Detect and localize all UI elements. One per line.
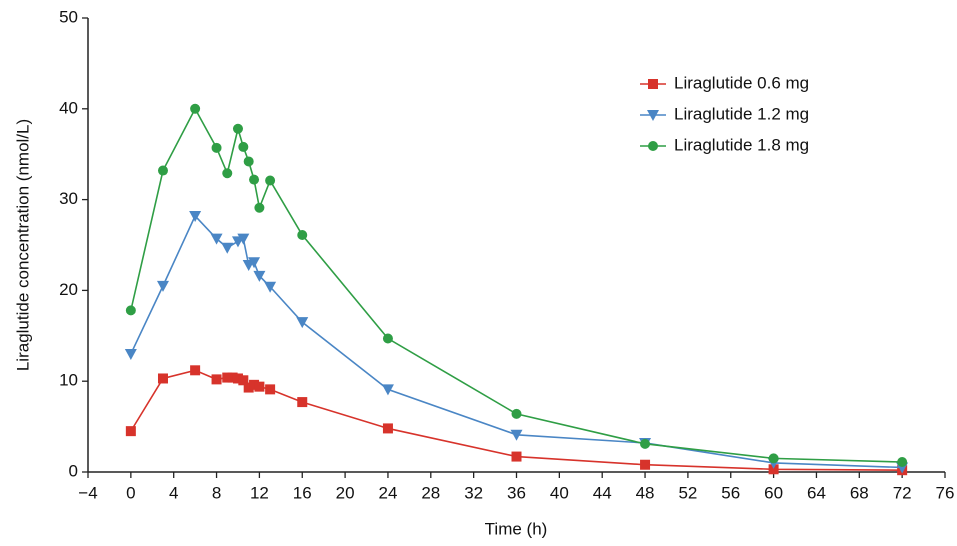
legend-marker <box>648 141 658 151</box>
legend-marker <box>647 110 659 121</box>
data-point <box>768 464 779 475</box>
x-tick-label: −4 <box>78 483 97 502</box>
x-tick-label: 24 <box>378 483 397 502</box>
data-point <box>265 384 276 395</box>
data-point <box>227 372 238 383</box>
data-point <box>381 384 394 396</box>
x-tick-label: 12 <box>250 483 269 502</box>
data-point <box>125 426 136 437</box>
legend-label: Liraglutide 0.6 mg <box>674 73 809 92</box>
x-tick-label: 32 <box>464 483 483 502</box>
x-tick-label: 20 <box>336 483 355 502</box>
data-point <box>211 374 222 385</box>
data-point <box>221 242 234 254</box>
legend-label: Liraglutide 1.2 mg <box>674 104 809 123</box>
data-point <box>232 373 243 384</box>
data-point <box>253 270 266 282</box>
data-point <box>297 397 308 408</box>
data-point <box>190 103 201 114</box>
data-point <box>297 230 308 241</box>
data-point <box>296 317 309 329</box>
x-tick-label: 8 <box>212 483 221 502</box>
y-tick-label: 40 <box>59 98 78 117</box>
y-tick-label: 50 <box>59 7 78 26</box>
data-point <box>237 233 250 245</box>
y-tick-label: 30 <box>59 189 78 208</box>
data-point <box>238 141 249 152</box>
data-point <box>243 382 254 393</box>
data-point <box>254 202 265 213</box>
x-axis-label: Time (h) <box>485 519 548 538</box>
y-tick-label: 20 <box>59 280 78 299</box>
data-point <box>640 459 651 470</box>
data-point <box>511 408 522 419</box>
data-point <box>238 375 249 386</box>
x-tick-label: 76 <box>936 483 955 502</box>
data-point <box>265 175 276 186</box>
x-tick-label: 52 <box>678 483 697 502</box>
data-point <box>248 257 261 269</box>
data-point <box>640 438 651 449</box>
data-point <box>222 168 233 179</box>
legend-label: Liraglutide 1.8 mg <box>674 135 809 154</box>
series-line <box>130 214 903 469</box>
data-point <box>190 365 201 376</box>
x-tick-label: 72 <box>893 483 912 502</box>
y-axis-label: Liraglutide concentration (nmol/L) <box>13 119 32 371</box>
x-tick-label: 48 <box>636 483 655 502</box>
y-tick-label: 0 <box>69 461 78 480</box>
x-tick-label: 60 <box>764 483 783 502</box>
data-point <box>157 373 168 384</box>
data-point <box>897 457 908 468</box>
data-point <box>249 379 260 390</box>
x-tick-label: 16 <box>293 483 312 502</box>
data-point <box>211 142 222 153</box>
data-point <box>210 233 223 245</box>
data-point <box>125 305 136 316</box>
data-point <box>382 333 393 344</box>
data-point <box>768 453 779 464</box>
data-point <box>382 423 393 434</box>
data-point <box>157 165 168 176</box>
x-tick-label: 4 <box>169 483 178 502</box>
data-point <box>124 348 137 360</box>
legend-marker <box>648 79 658 89</box>
data-point <box>222 372 233 383</box>
data-point <box>510 429 523 441</box>
x-tick-label: 68 <box>850 483 869 502</box>
data-point <box>264 281 277 293</box>
data-point <box>189 210 202 222</box>
data-point <box>232 123 243 134</box>
data-point <box>254 381 265 392</box>
x-tick-label: 44 <box>593 483 612 502</box>
x-tick-label: 64 <box>807 483 826 502</box>
x-tick-label: 0 <box>126 483 135 502</box>
x-tick-label: 28 <box>421 483 440 502</box>
y-tick-label: 10 <box>59 371 78 390</box>
data-point <box>511 451 522 462</box>
x-tick-label: 36 <box>507 483 526 502</box>
data-point <box>156 280 169 292</box>
x-tick-label: 40 <box>550 483 569 502</box>
data-point <box>243 156 254 167</box>
x-tick-label: 56 <box>721 483 740 502</box>
data-point <box>249 174 260 185</box>
